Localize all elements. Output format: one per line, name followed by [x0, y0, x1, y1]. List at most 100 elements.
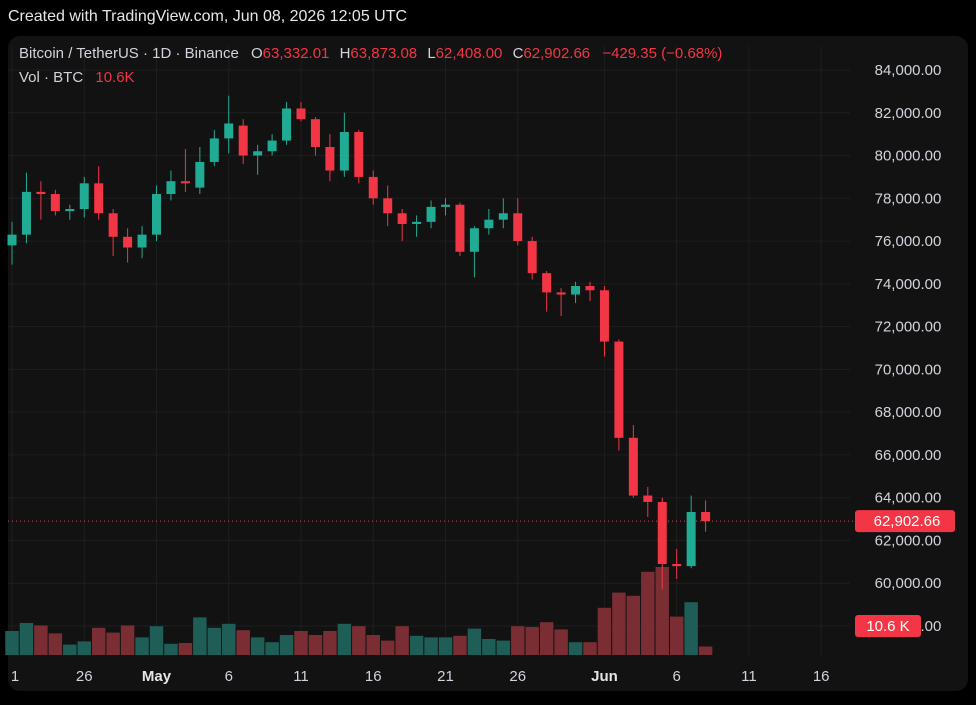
candle-body[interactable] — [701, 511, 711, 522]
candle-body[interactable] — [397, 213, 407, 224]
candle-body[interactable] — [50, 194, 60, 212]
candle-body[interactable] — [585, 285, 595, 291]
candle-body[interactable] — [412, 221, 422, 224]
volume-bar — [265, 642, 279, 655]
y-tick-label: 60,000.00 — [875, 575, 942, 592]
candle-body[interactable] — [354, 132, 364, 177]
close-value: 62,902.66 — [523, 45, 591, 62]
close-label: C — [512, 45, 524, 62]
candle-body[interactable] — [484, 219, 494, 229]
candle-body[interactable] — [556, 292, 566, 295]
candle-body[interactable] — [628, 437, 638, 496]
volume-bar — [193, 617, 207, 655]
x-tick-label: 21 — [437, 668, 454, 685]
x-tick-label: 6 — [225, 668, 233, 685]
last-volume-badge — [855, 615, 921, 637]
volume-bar — [352, 626, 366, 655]
y-tick-label: 72,000.00 — [875, 319, 942, 336]
candle-body[interactable] — [282, 108, 292, 141]
volume-bar — [164, 643, 178, 655]
volume-bar — [48, 633, 63, 655]
candle-body[interactable] — [209, 138, 219, 162]
watermark: Created with TradingView.com, Jun 08, 20… — [8, 8, 408, 25]
candle-body[interactable] — [441, 204, 450, 207]
candle-body[interactable] — [166, 181, 176, 195]
volume-bar — [409, 635, 424, 655]
candle-body[interactable] — [224, 123, 234, 139]
candle-body[interactable] — [686, 511, 696, 567]
candle-body[interactable] — [672, 563, 682, 567]
change-value: −429.35 (−0.68%) — [602, 45, 723, 62]
ohlc-legend: Bitcoin / TetherUS · 1D · Binance O63,33… — [19, 45, 722, 62]
candle-body[interactable] — [455, 204, 465, 252]
x-tick-label: May — [142, 668, 172, 685]
y-tick-label: 62,000.00 — [875, 532, 942, 549]
candle-body[interactable] — [498, 213, 508, 220]
candle-body[interactable] — [65, 209, 75, 212]
symbol-label[interactable]: Bitcoin / TetherUS · 1D · Binance — [19, 45, 239, 62]
high-label: H — [339, 45, 351, 62]
volume-label[interactable]: Vol · BTC — [19, 69, 84, 86]
x-tick-label: 11 — [293, 668, 309, 685]
candle-body[interactable] — [599, 290, 609, 342]
candle-body[interactable] — [21, 191, 31, 235]
candle-body[interactable] — [36, 191, 46, 195]
volume-bar — [236, 630, 250, 655]
chart-panel[interactable] — [8, 36, 968, 691]
candle-body[interactable] — [79, 183, 89, 209]
volume-bar — [149, 626, 164, 655]
volume-bar — [106, 632, 120, 655]
candle-body[interactable] — [339, 132, 349, 171]
volume-bar — [294, 631, 308, 655]
volume-bar — [308, 635, 323, 655]
candle-body[interactable] — [657, 501, 667, 564]
volume-bar — [641, 571, 655, 655]
candle-body[interactable] — [325, 146, 335, 171]
candle-body[interactable] — [469, 228, 479, 252]
volume-bar — [496, 640, 511, 655]
candle-body[interactable] — [513, 213, 523, 242]
candle-body[interactable] — [238, 125, 248, 156]
candle-body[interactable] — [108, 213, 118, 237]
candle-body[interactable] — [267, 140, 277, 152]
y-tick-label: 82,000.00 — [875, 105, 942, 122]
candle-body[interactable] — [542, 273, 552, 293]
candle-body[interactable] — [253, 151, 263, 156]
candle-body[interactable] — [527, 241, 537, 274]
candle-body[interactable] — [643, 495, 653, 502]
x-tick-label: 16 — [813, 668, 830, 685]
candle-body[interactable] — [152, 194, 161, 235]
x-tick-label: 26 — [76, 668, 93, 685]
volume-bar — [207, 627, 222, 655]
candle-body[interactable] — [180, 181, 190, 184]
volume-bar — [698, 646, 713, 655]
y-tick-label: 80,000.00 — [875, 148, 942, 165]
volume-bar — [626, 595, 641, 655]
volume-bar — [583, 642, 597, 655]
candle-body[interactable] — [137, 234, 147, 248]
volume-bar — [337, 623, 352, 655]
volume-bar — [222, 623, 236, 655]
volume-bar — [511, 626, 525, 655]
volume-bar — [366, 635, 380, 655]
volume-bar — [380, 640, 395, 655]
candle-body[interactable] — [368, 176, 378, 199]
candle-body[interactable] — [7, 234, 17, 246]
candle-body[interactable] — [426, 206, 436, 222]
x-tick-label: 26 — [509, 668, 526, 685]
candle-body[interactable] — [310, 119, 320, 147]
volume-bar — [525, 627, 539, 655]
candle-body[interactable] — [94, 183, 104, 214]
y-tick-label: 84,000.00 — [875, 62, 942, 79]
candle-body[interactable] — [195, 161, 205, 188]
volume-bar — [279, 635, 294, 655]
x-tick-label: 11 — [741, 668, 757, 685]
candle-body[interactable] — [296, 108, 306, 120]
candle-body[interactable] — [123, 236, 133, 248]
candle-body[interactable] — [571, 285, 581, 295]
candle-body[interactable] — [383, 198, 393, 214]
candle-body[interactable] — [614, 341, 624, 438]
low-label: L — [427, 45, 436, 62]
x-tick-label: 1 — [11, 668, 19, 685]
